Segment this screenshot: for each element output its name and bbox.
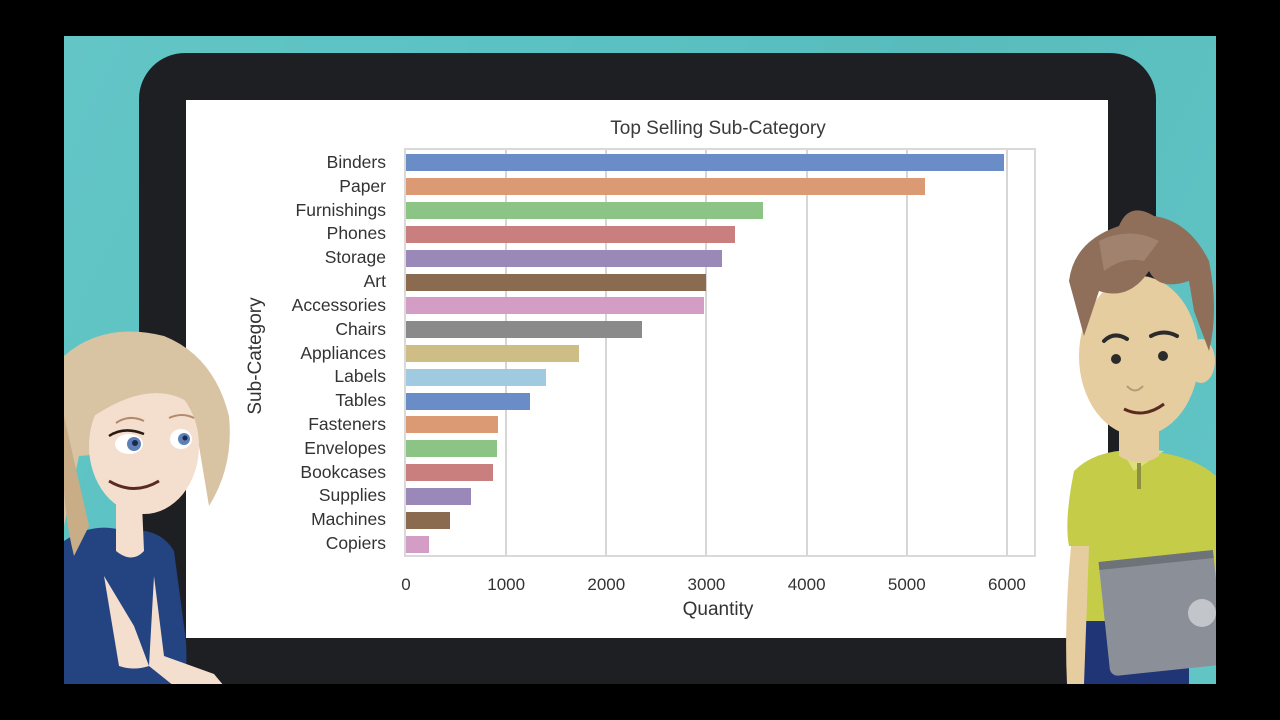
- man-character: [1066, 210, 1216, 684]
- x-tick-label: 4000: [787, 575, 826, 594]
- y-tick-label: Accessories: [291, 294, 386, 315]
- gridline: [605, 150, 608, 555]
- y-tick-label: Storage: [324, 247, 386, 268]
- bar-art: [406, 273, 707, 291]
- video-frame: Top Selling Sub-Category Sub-Category Bi…: [64, 36, 1216, 684]
- chart-title: Top Selling Sub-Category: [610, 118, 826, 139]
- y-tick-labels: Binders Paper Furnishings Phones Storage Art A…: [186, 148, 386, 557]
- bar-paper: [406, 178, 925, 196]
- y-tick-label: Chairs: [335, 318, 386, 339]
- y-tick-label: Art: [363, 271, 386, 292]
- gridline: [705, 150, 708, 555]
- y-tick-label: Labels: [334, 366, 386, 387]
- bar-accessories: [406, 297, 705, 315]
- gridline: [805, 150, 808, 555]
- woman-character: [64, 331, 230, 684]
- y-tick-label: Supplies: [318, 485, 386, 506]
- y-tick-label: Furnishings: [295, 199, 386, 220]
- y-tick-label: Machines: [311, 509, 386, 530]
- bar-chairs: [406, 321, 642, 339]
- y-tick-label: Copiers: [325, 533, 386, 554]
- bar-binders: [406, 154, 1005, 172]
- y-tick-label: Appliances: [300, 342, 386, 363]
- y-tick-label: Binders: [326, 151, 386, 172]
- x-tick-label: 5000: [887, 575, 926, 594]
- bar-copiers: [406, 535, 430, 553]
- y-tick-label: Phones: [326, 223, 386, 244]
- x-tick-label: 3000: [687, 575, 726, 594]
- bar-supplies: [406, 487, 471, 505]
- bar-storage: [406, 249, 723, 267]
- bar-envelopes: [406, 440, 497, 458]
- bar-machines: [406, 511, 451, 529]
- bar-bookcases: [406, 464, 493, 482]
- bar-tables: [406, 392, 531, 410]
- x-tick-label: 1000: [487, 575, 526, 594]
- gridline: [905, 150, 908, 555]
- x-tick-label: 2000: [587, 575, 626, 594]
- bar-labels: [406, 368, 547, 386]
- bar-phones: [406, 225, 736, 243]
- chart-screen: Top Selling Sub-Category Sub-Category Bi…: [186, 100, 1108, 638]
- bar-fasteners: [406, 416, 498, 434]
- x-tick-label: 0: [401, 575, 411, 594]
- y-tick-label: Paper: [339, 175, 386, 196]
- y-tick-label: Fasteners: [308, 413, 386, 434]
- y-tick-label: Tables: [335, 390, 386, 411]
- bar-furnishings: [406, 202, 763, 220]
- bar-appliances: [406, 345, 580, 362]
- y-tick-label: Envelopes: [304, 437, 386, 458]
- x-tick-label: 6000: [988, 575, 1026, 594]
- x-axis-label: Quantity: [682, 599, 754, 620]
- y-tick-label: Bookcases: [300, 461, 386, 482]
- gridline: [1005, 150, 1008, 555]
- plot-area: [404, 148, 1036, 557]
